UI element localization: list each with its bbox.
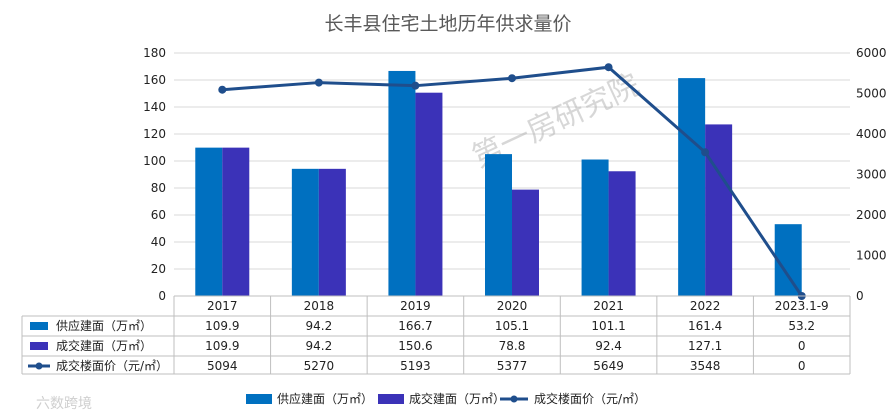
bar-supply — [581, 159, 609, 296]
table-row-label: 供应建面（万㎡） — [56, 318, 152, 333]
table-legend-swatch — [30, 342, 48, 350]
bars-layer — [195, 70, 802, 296]
bar-deal — [222, 147, 250, 296]
right-tick-label: 1000 — [856, 249, 887, 263]
legend-label: 供应建面（万㎡） — [277, 391, 373, 406]
x-tick-label: 2023.1-9 — [775, 299, 829, 313]
right-tick-label: 5000 — [856, 87, 887, 101]
table-cell: 92.4 — [595, 339, 622, 353]
x-tick-label: 2019 — [400, 299, 431, 313]
bar-supply — [485, 154, 512, 296]
right-tick-label: 2000 — [856, 208, 887, 222]
table-cell: 5377 — [497, 359, 528, 373]
table-cell: 101.1 — [591, 319, 625, 333]
left-tick-label: 140 — [143, 100, 166, 114]
right-tick-label: 4000 — [856, 127, 887, 141]
table-cell: 0 — [798, 339, 806, 353]
price-point — [604, 63, 613, 72]
legend-label: 成交建面（万㎡） — [409, 391, 505, 406]
price-point — [411, 81, 420, 90]
right-tick-label: 0 — [856, 289, 864, 303]
right-tick-label: 3000 — [856, 168, 887, 182]
line-layer — [218, 63, 806, 300]
bar-supply — [678, 78, 706, 296]
x-tick-label: 2017 — [207, 299, 238, 313]
price-point — [508, 74, 516, 83]
table-cell: 127.1 — [688, 339, 722, 353]
legend-swatch — [510, 395, 518, 403]
x-tick-label: 2021 — [593, 299, 624, 313]
corner-logo: 六数跨境 — [36, 396, 92, 412]
table-cell: 105.1 — [495, 319, 529, 333]
table-cell: 5270 — [304, 359, 335, 373]
x-tick-label: 2018 — [304, 299, 335, 313]
table-legend-swatch — [30, 322, 48, 330]
table-legend-swatch — [35, 362, 43, 370]
legend-swatch — [246, 394, 272, 404]
bar-supply — [291, 168, 319, 296]
table-cell: 78.8 — [499, 339, 526, 353]
table-cell: 3548 — [690, 359, 721, 373]
bar-deal — [608, 171, 636, 296]
legend: 供应建面（万㎡） 成交建面（万㎡） 成交楼面价（元/㎡） — [246, 391, 646, 406]
left-tick-label: 60 — [151, 208, 166, 222]
table-cell: 5094 — [207, 359, 238, 373]
data-table: 2017 2018 2019 2020 2021 2022 2023.1-9 供应建面（万㎡）… — [21, 295, 851, 375]
bar-supply — [388, 70, 416, 296]
table-cell: 5193 — [400, 359, 431, 373]
table-cell: 150.6 — [398, 339, 432, 353]
left-tick-label: 160 — [143, 73, 166, 87]
bar-deal — [318, 168, 346, 296]
bar-supply — [195, 147, 223, 296]
price-point — [314, 78, 323, 87]
table-cell: 5649 — [593, 359, 624, 373]
left-tick-label: 80 — [151, 181, 166, 195]
legend-label: 成交楼面价（元/㎡） — [534, 391, 646, 406]
x-tick-label: 2020 — [497, 299, 528, 313]
bar-deal — [415, 92, 443, 296]
table-row-label: 成交楼面价（元/㎡） — [56, 358, 168, 373]
left-axis-ticks: 0 20 40 60 80 100 120 140 160 180 — [143, 46, 166, 303]
table-cell: 53.2 — [788, 319, 815, 333]
bar-deal — [512, 189, 539, 296]
x-tick-label: 2022 — [690, 299, 721, 313]
right-tick-label: 6000 — [856, 46, 887, 60]
table-cell: 161.4 — [688, 319, 722, 333]
left-tick-label: 180 — [143, 46, 166, 60]
chart-title: 长丰县住宅土地历年供求量价 — [324, 13, 571, 35]
left-tick-label: 40 — [151, 235, 166, 249]
table-cell: 166.7 — [398, 319, 432, 333]
table-cell: 109.9 — [205, 319, 239, 333]
table-row-label: 成交建面（万㎡） — [56, 338, 152, 353]
left-tick-label: 0 — [158, 289, 166, 303]
left-tick-label: 20 — [151, 262, 166, 276]
price-point — [218, 85, 227, 94]
table-cell: 94.2 — [305, 339, 332, 353]
right-axis-ticks: 0 1000 2000 3000 4000 5000 6000 — [856, 46, 887, 303]
table-cell: 0 — [798, 359, 806, 373]
left-tick-label: 100 — [143, 154, 166, 168]
bar-deal — [705, 124, 733, 296]
price-point — [701, 148, 710, 157]
legend-swatch — [378, 394, 404, 404]
left-tick-label: 120 — [143, 127, 166, 141]
table-cell: 109.9 — [205, 339, 239, 353]
table-cell: 94.2 — [305, 319, 332, 333]
